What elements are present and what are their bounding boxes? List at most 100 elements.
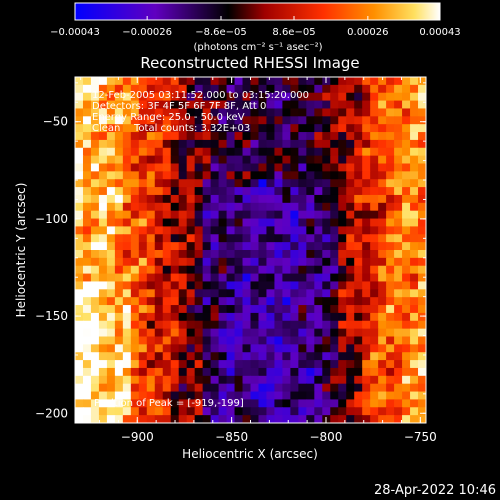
heatmap-cell (338, 265, 347, 275)
heatmap-cell (162, 344, 172, 353)
heatmap-cell (114, 375, 124, 385)
heatmap-cell (314, 187, 323, 196)
heatmap-cell (290, 202, 299, 212)
heatmap-cell (402, 242, 411, 251)
heatmap-cell (370, 108, 379, 117)
heatmap-cell (378, 155, 387, 165)
heatmap-cell (306, 375, 315, 385)
heatmap-cell (146, 367, 156, 377)
heatmap-cell (170, 139, 180, 149)
heatmap-cell (242, 218, 252, 228)
heatmap-cell (338, 281, 347, 290)
heatmap-cell (194, 218, 204, 228)
heatmap-cell (378, 250, 387, 259)
heatmap-cell (75, 155, 84, 165)
heatmap-cell (386, 210, 395, 220)
heatmap-cell (346, 77, 355, 86)
heatmap-cell (170, 210, 180, 220)
heatmap-cell (75, 226, 84, 235)
heatmap-cell (130, 375, 140, 385)
heatmap-cell (378, 116, 387, 125)
heatmap-cell (322, 179, 331, 188)
heatmap-cell (330, 391, 339, 401)
heatmap-cell (122, 265, 132, 275)
heatmap-cell (226, 352, 236, 361)
heatmap-cell (402, 328, 411, 338)
heatmap-cell (178, 92, 188, 102)
heatmap-cell (170, 383, 180, 393)
heatmap-cell (354, 344, 363, 353)
heatmap-cell (146, 226, 156, 235)
heatmap-cell (258, 344, 268, 353)
heatmap-cell (106, 124, 116, 133)
heatmap-cell (322, 305, 331, 314)
heatmap-cell (154, 360, 164, 369)
heatmap-cell (362, 297, 371, 306)
heatmap-cell (282, 257, 291, 267)
heatmap-cell (75, 77, 84, 86)
heatmap-cell (330, 375, 339, 385)
heatmap-cell (394, 375, 403, 385)
heatmap-cell (138, 399, 148, 408)
heatmap-cell (306, 218, 315, 228)
heatmap-cell (178, 297, 188, 306)
colorbar (74, 2, 441, 21)
heatmap-cell (146, 289, 156, 298)
heatmap-cell (418, 391, 426, 401)
heatmap-cell (418, 250, 426, 259)
heatmap-cell (106, 289, 116, 298)
heatmap-cell (178, 163, 188, 172)
heatmap-cell (418, 336, 426, 345)
heatmap-cell (146, 187, 156, 196)
heatmap-cell (362, 155, 371, 165)
heatmap-cell (282, 179, 291, 188)
heatmap-cell (266, 273, 276, 283)
heatmap-cell (402, 297, 411, 306)
heatmap-cell (194, 320, 204, 330)
heatmap-cell (242, 163, 252, 172)
heatmap-cell (234, 367, 244, 377)
heatmap-cell (122, 187, 132, 196)
heatmap-cell (226, 108, 236, 117)
heatmap-cell (266, 415, 276, 423)
heatmap-cell (258, 218, 268, 228)
heatmap-image (75, 77, 426, 423)
heatmap-cell (162, 312, 172, 322)
heatmap-cell (178, 375, 188, 385)
heatmap-cell (282, 124, 291, 133)
heatmap-cell (114, 92, 124, 102)
heatmap-cell (370, 297, 379, 306)
heatmap-cell (330, 250, 339, 259)
heatmap-cell (362, 407, 371, 416)
heatmap-cell (330, 132, 339, 141)
heatmap-cell (122, 210, 132, 220)
heatmap-cell (298, 155, 307, 165)
heatmap-cell (178, 320, 188, 330)
heatmap-cell (194, 124, 204, 133)
heatmap-cell (75, 312, 84, 322)
heatmap-cell (370, 328, 379, 338)
heatmap-cell (370, 336, 379, 345)
heatmap-cell (82, 100, 92, 110)
heatmap-cell (290, 344, 299, 353)
heatmap-cell (250, 265, 260, 275)
heatmap-cell (394, 108, 403, 117)
heatmap-cell (274, 344, 284, 353)
heatmap-cell (226, 415, 236, 423)
heatmap-cell (290, 257, 299, 267)
heatmap-cell (322, 407, 331, 416)
heatmap-cell (130, 250, 140, 259)
heatmap-cell (114, 226, 124, 235)
heatmap-cell (170, 92, 180, 102)
heatmap-cell (282, 92, 291, 102)
heatmap-cell (306, 265, 315, 275)
heatmap-cell (258, 163, 268, 172)
heatmap-cell (266, 312, 276, 322)
heatmap-cell (410, 344, 419, 353)
heatmap-cell (314, 179, 323, 188)
heatmap-cell (338, 147, 347, 157)
heatmap-cell (162, 375, 172, 385)
heatmap-cell (186, 391, 196, 401)
heatmap-cell (194, 415, 204, 423)
heatmap-cell (266, 147, 276, 157)
